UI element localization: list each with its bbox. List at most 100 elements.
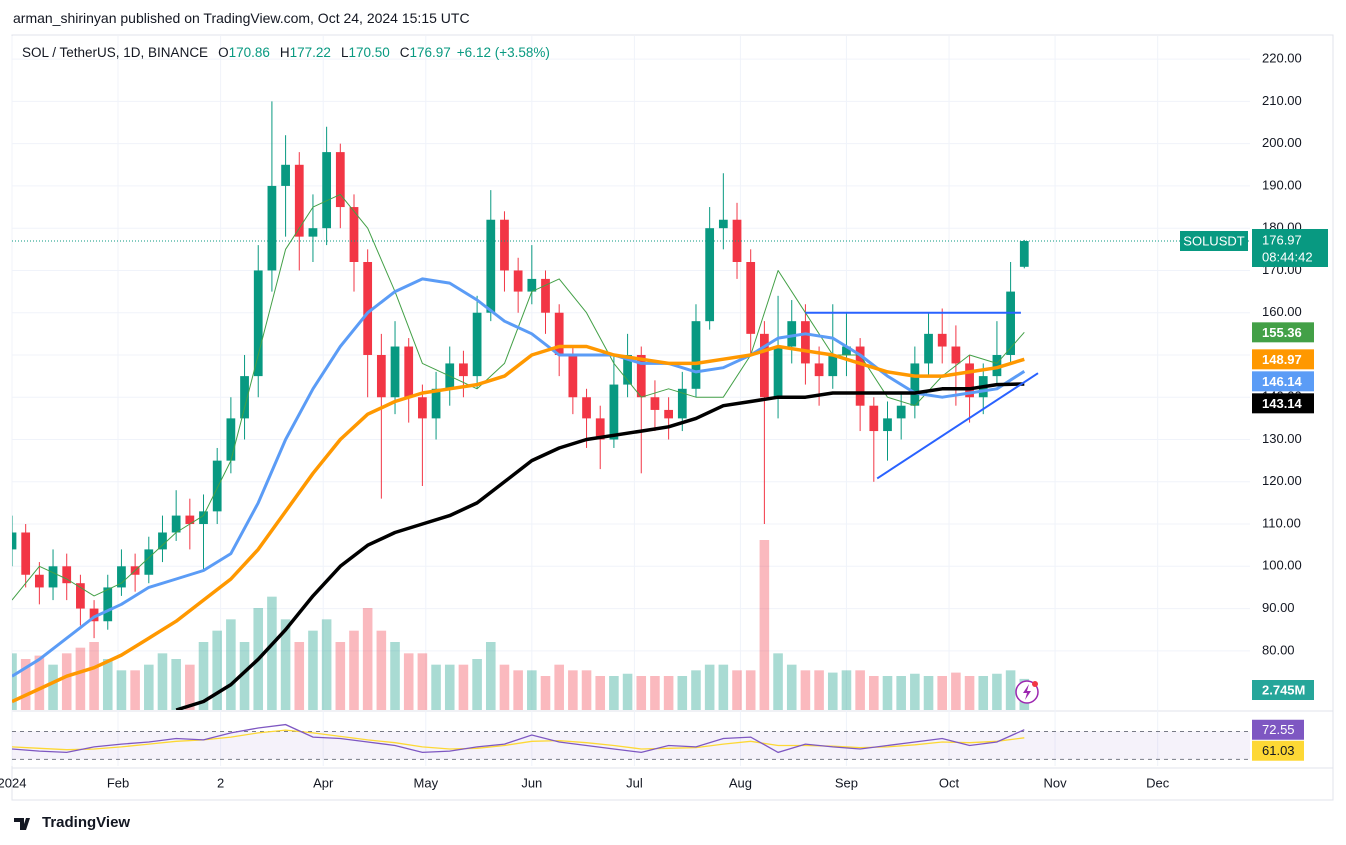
ma-tag-bg: [1252, 322, 1314, 343]
candle-body: [500, 219, 509, 271]
candle-body: [759, 333, 769, 398]
volume-bar: [800, 670, 811, 710]
candle-body: [650, 397, 660, 410]
volume-bar: [609, 676, 619, 710]
moving-average: [12, 344, 1025, 704]
candle-body: [691, 321, 701, 389]
candle-body: [226, 418, 236, 461]
volume-bar: [786, 664, 797, 710]
candle-body: [158, 532, 167, 550]
ohlc-value: 170.50: [348, 45, 390, 60]
volume-bar: [198, 642, 209, 710]
candle-body: [390, 346, 400, 398]
ohlc-item: C176.97: [396, 45, 451, 60]
volume-bar: [595, 676, 606, 710]
price-tag-countdown: 08:44:42: [1262, 249, 1313, 264]
volume-bar: [513, 670, 523, 710]
candle-body: [34, 574, 44, 588]
volume-bar: [376, 630, 387, 710]
candle-body: [896, 405, 906, 419]
candle-body: [349, 207, 359, 262]
x-tick-label: Sep: [835, 775, 858, 790]
volume-bar: [1005, 670, 1016, 710]
candle-body: [951, 346, 961, 364]
volume-bar: [321, 619, 332, 710]
candle-body: [431, 388, 441, 419]
y-tick-label: 100.00: [1262, 558, 1302, 573]
candle-body: [636, 354, 646, 398]
candle-body: [185, 515, 195, 525]
tradingview-logo: [14, 818, 30, 830]
candle-body: [924, 333, 933, 364]
volume-bar: [144, 664, 154, 710]
candle-body: [240, 376, 249, 419]
ma-tag-value: 143.14: [1262, 396, 1303, 411]
volume-bar: [568, 670, 578, 710]
candle-body: [677, 388, 687, 419]
volume-tag-bg: [1252, 680, 1314, 700]
candle-body: [664, 409, 673, 419]
volume-bar: [185, 664, 195, 710]
volume-bar: [978, 676, 989, 710]
volume-bar: [226, 619, 236, 710]
y-tick-label: 190.00: [1262, 177, 1302, 192]
candle-body: [910, 363, 920, 406]
y-tick-label: 220.00: [1262, 51, 1302, 66]
candle-body: [513, 270, 523, 292]
candle-body: [609, 384, 619, 440]
volume-bar: [280, 619, 291, 710]
candle-body: [76, 583, 85, 609]
volume-bar: [745, 670, 756, 710]
y-tick-label: 200.00: [1262, 135, 1302, 150]
alert-icon[interactable]: [1015, 680, 1039, 704]
volume-bar: [964, 676, 975, 710]
volume-tag: 2.745M: [1262, 682, 1305, 697]
ma-tag-bg: [1252, 349, 1314, 370]
volume-bar: [814, 670, 824, 710]
footer-brand: TradingView: [42, 814, 131, 831]
volume-bar: [527, 670, 537, 710]
ohlc-key: H: [279, 45, 290, 60]
ohlc-value: 176.97: [409, 45, 451, 60]
ohlc-key: L: [340, 45, 349, 60]
ohlc-item: H177.22: [276, 45, 331, 60]
ma-tag-value: 148.97: [1262, 352, 1302, 367]
volume-bar: [718, 664, 729, 710]
candle-body: [869, 405, 879, 432]
candle-body: [418, 397, 427, 419]
candle-body: [746, 262, 756, 334]
ma-tag-bg: [1252, 371, 1314, 392]
candle-body: [705, 228, 715, 322]
candle-body: [842, 346, 851, 355]
candle-body: [718, 219, 728, 229]
ma-tag-bg: [1252, 393, 1314, 414]
symbol-tag: SOLUSDT: [1183, 233, 1244, 248]
volume-bar: [650, 676, 660, 710]
candle-body: [801, 321, 810, 364]
volume-bar: [130, 670, 140, 710]
candle-body: [1019, 240, 1029, 267]
x-tick-label: May: [414, 775, 439, 790]
volume-bar: [75, 647, 86, 710]
y-tick-label: 120.00: [1262, 473, 1302, 488]
x-tick-label: Oct: [939, 775, 960, 790]
x-tick-label: 2: [217, 775, 224, 790]
candle-body: [144, 549, 154, 575]
candle-body: [472, 312, 482, 377]
ma-tag-value: 146.14: [1262, 374, 1303, 389]
trend-drawing: [876, 372, 1039, 480]
y-tick-label: 90.00: [1262, 600, 1295, 615]
volume-bar: [827, 672, 838, 710]
candle-body: [937, 333, 947, 347]
volume-bar: [992, 673, 1002, 710]
candle-body: [623, 354, 632, 385]
volume-bar: [12, 653, 17, 710]
candle-body: [322, 152, 332, 229]
rsi-band: [12, 731, 1250, 760]
volume-bar: [171, 659, 181, 710]
x-tick-label: Feb: [107, 775, 129, 790]
volume-bar: [472, 659, 482, 710]
price-tag-value: 176.97: [1262, 232, 1302, 247]
